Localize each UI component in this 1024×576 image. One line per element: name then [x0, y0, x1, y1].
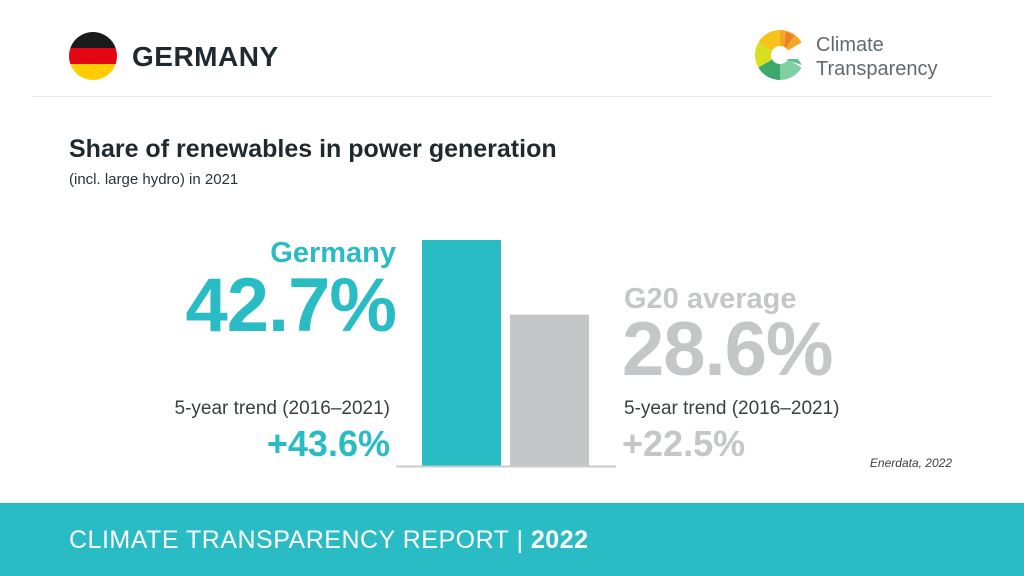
country-title: GERMANY: [132, 41, 279, 72]
bar-g20-average: [510, 314, 589, 466]
chart-title: Share of renewables in power generation: [69, 135, 557, 163]
germany-label: Germany: [270, 237, 396, 269]
flag-stripe-gold: [69, 64, 117, 80]
climate-transparency-logo-icon: [755, 30, 805, 80]
source-note: Enerdata, 2022: [869, 456, 952, 470]
g20-value: 28.6%: [622, 307, 833, 392]
g20-trend-value: +22.5%: [622, 423, 746, 464]
germany-trend-value: +43.6%: [266, 423, 390, 464]
bar-germany: [422, 240, 501, 466]
germany-flag-icon: [69, 32, 117, 80]
germany-value: 42.7%: [185, 263, 397, 348]
g20-trend-label: 5-year trend (2016–2021): [624, 398, 840, 419]
chart-subtitle: (incl. large hydro) in 2021: [69, 171, 239, 188]
footer-year: 2022: [530, 526, 589, 554]
footer-bar: CLIMATE TRANSPARENCY REPORT | 2022: [0, 503, 1024, 576]
germany-trend-label: 5-year trend (2016–2021): [174, 398, 390, 419]
footer-separator: |: [516, 526, 524, 554]
logo-text-line1: Climate: [816, 34, 884, 56]
flag-stripe-red: [69, 48, 117, 64]
g20-label: G20 average: [624, 283, 797, 315]
header-divider: [32, 96, 992, 97]
flag-stripe-black: [69, 32, 117, 48]
logo-text-line2: Transparency: [816, 58, 938, 80]
footer-text: CLIMATE TRANSPARENCY REPORT | 2022: [69, 525, 589, 555]
footer-report-name: CLIMATE TRANSPARENCY REPORT: [69, 526, 509, 554]
logo-text: Climate Transparency: [816, 33, 938, 81]
